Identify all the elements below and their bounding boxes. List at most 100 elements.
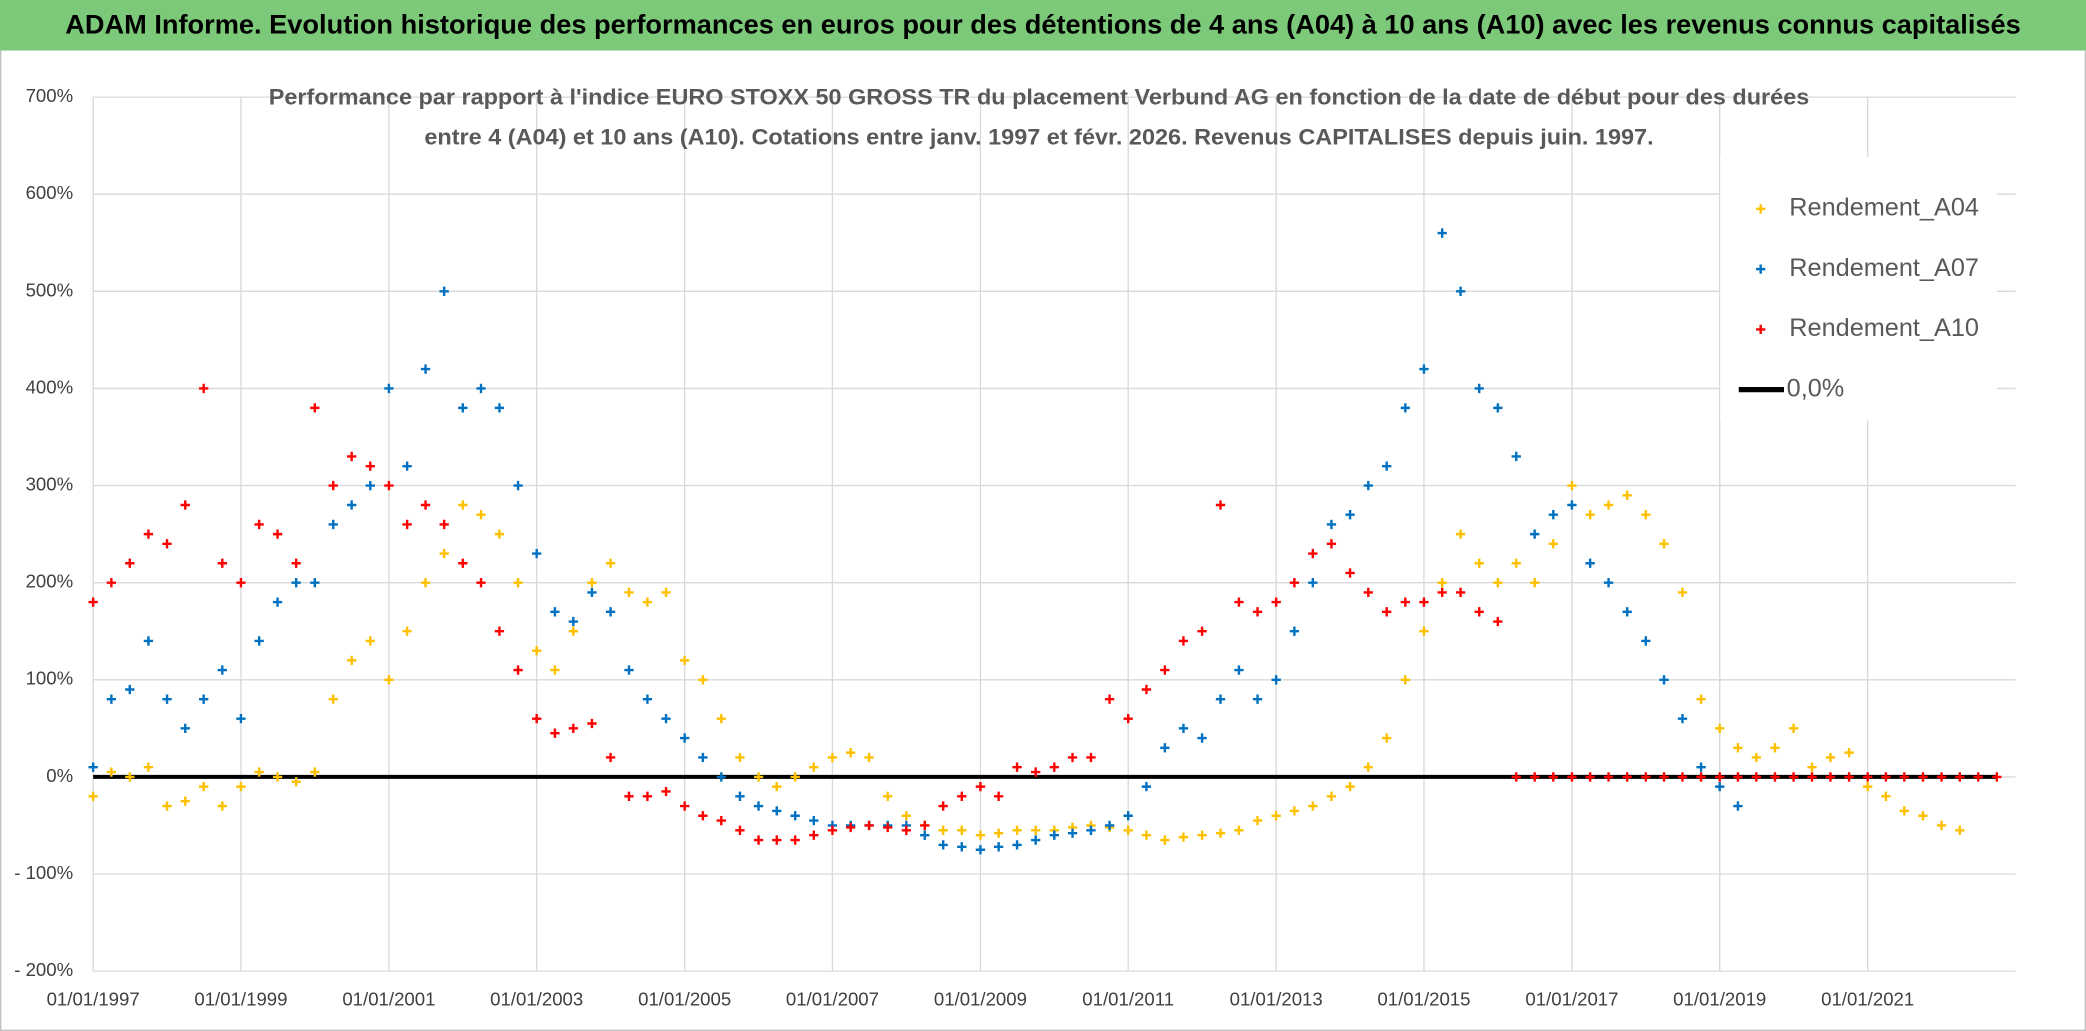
legend-label: Rendement_A04 [1789,194,1979,222]
point [1252,694,1263,704]
point [809,830,819,840]
point [1031,767,1041,777]
x-tick-label: 01/01/2021 [1821,988,1914,1009]
point [1252,607,1263,617]
x-tick-label: 01/01/2013 [1230,988,1323,1009]
x-tick-label: 01/01/1999 [194,988,287,1009]
point [254,636,264,646]
point [458,500,468,510]
point [568,616,578,627]
x-tick-label: 01/01/2003 [490,988,583,1009]
point [1548,539,1558,549]
point [310,578,320,588]
point [735,752,745,763]
point [1437,228,1447,238]
point [1936,820,1947,831]
point [1345,568,1355,578]
point [347,500,357,510]
point [790,772,800,782]
point [1936,772,1947,782]
point [1863,772,1873,782]
point [1049,762,1059,772]
point [513,665,523,675]
point [347,451,357,462]
point [125,558,135,568]
point [1511,772,1521,782]
subtitle: Performance par rapport à l'indice EURO … [269,84,1810,109]
point [162,801,172,811]
point [920,820,930,831]
point [476,578,486,588]
point [1031,835,1041,845]
point [143,529,154,539]
point [1141,684,1152,695]
point [328,519,338,530]
point [1511,451,1521,462]
point [180,796,190,806]
point [1677,587,1688,598]
point [125,684,135,695]
point [1086,752,1096,763]
y-tick-label: 100% [26,668,74,689]
point [1825,752,1836,763]
point [1603,500,1614,510]
chart-title: ADAM Informe. Evolution historique des p… [65,10,2021,40]
point [1622,772,1632,782]
point [772,781,782,792]
point [1160,665,1170,675]
point [698,752,708,763]
point [661,786,671,797]
point [1271,597,1281,607]
point [272,772,283,782]
point [993,828,1004,838]
point [938,840,948,850]
point [1326,539,1337,549]
legend-label: Rendement_A07 [1789,254,1979,282]
point [1788,723,1799,734]
point [272,597,283,607]
point [883,822,893,833]
y-tick-label: 500% [26,279,74,300]
point [1899,772,1909,782]
point [1788,772,1799,782]
point [1770,772,1780,782]
point [1530,772,1540,782]
point [624,665,634,675]
point [827,825,838,835]
point [1567,500,1577,510]
point [698,675,708,685]
point [1585,510,1595,520]
point [1899,806,1909,816]
point [1455,587,1466,598]
point [1234,665,1244,675]
point [735,791,745,801]
point [1308,548,1318,559]
point [365,461,375,471]
point [1825,772,1836,782]
point [1363,480,1373,491]
point [143,762,154,772]
point [1881,791,1891,801]
point [1603,578,1614,588]
point [199,383,209,394]
point [1234,597,1244,607]
point [1474,383,1484,394]
point [291,578,301,588]
point [1141,830,1152,840]
point [550,728,560,738]
point [106,767,117,777]
point [513,480,523,491]
point [846,747,856,758]
y-tick-label: 300% [26,473,74,494]
point [310,403,320,413]
point [1807,762,1817,772]
point [753,801,764,811]
point [790,811,800,821]
point [1160,835,1170,845]
legend-swatch [1756,264,1766,274]
point [458,558,468,568]
point [1715,723,1725,734]
point [587,578,597,588]
point [1770,743,1780,753]
point [1918,772,1928,782]
